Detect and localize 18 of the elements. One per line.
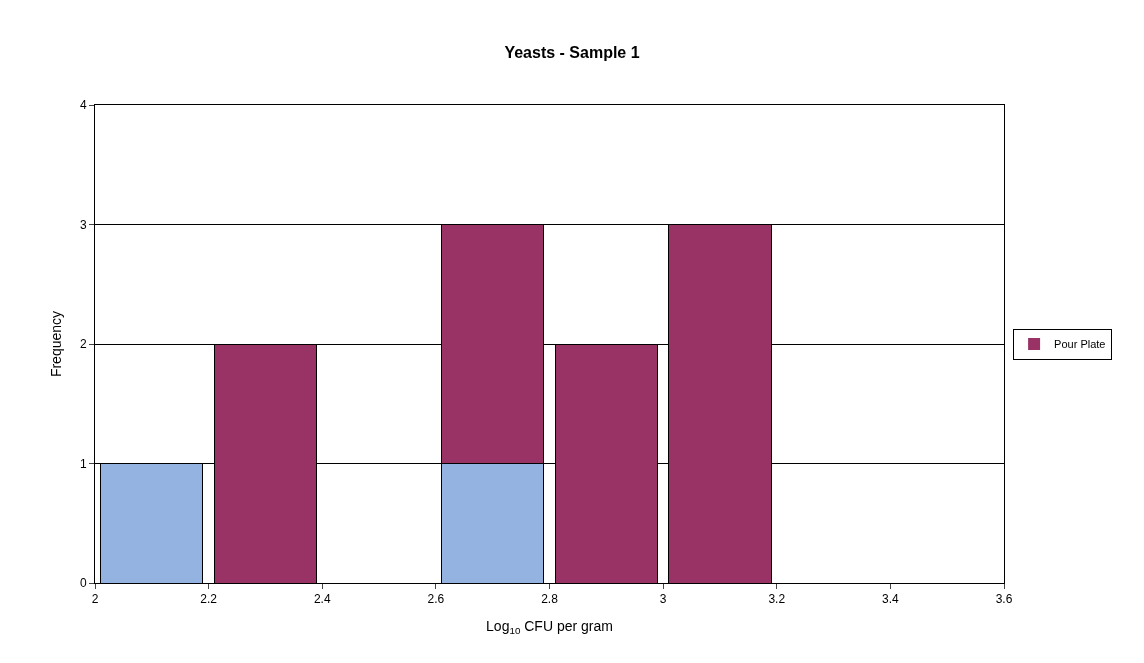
- x-tick-label: 2: [91, 592, 99, 607]
- legend-label: Pour Plate: [1054, 338, 1106, 351]
- x-tick-label: 3.4: [882, 592, 900, 607]
- x-axis-title: Log$_{10}$ CFU per gram: [486, 617, 613, 636]
- y-tick-label: 3: [79, 217, 87, 232]
- x-tick-label: 2.8: [541, 592, 559, 607]
- x-tick-label: 3: [659, 592, 667, 607]
- x-tick-label: 2.2: [200, 592, 218, 607]
- y-tick-label: 2: [79, 337, 87, 352]
- y-tick-label: 0: [79, 576, 87, 591]
- y-axis-title: Frequency: [47, 310, 64, 378]
- chart-title: Yeasts - Sample 1: [504, 43, 640, 61]
- x-tick-label: 2.6: [427, 592, 445, 607]
- x-tick-label: 3.2: [768, 592, 786, 607]
- y-tick-label: 1: [79, 456, 87, 471]
- y-tick-label: 4: [79, 98, 87, 113]
- x-tick-label: 2.4: [313, 592, 331, 607]
- x-tick-label: 3.6: [995, 592, 1013, 607]
